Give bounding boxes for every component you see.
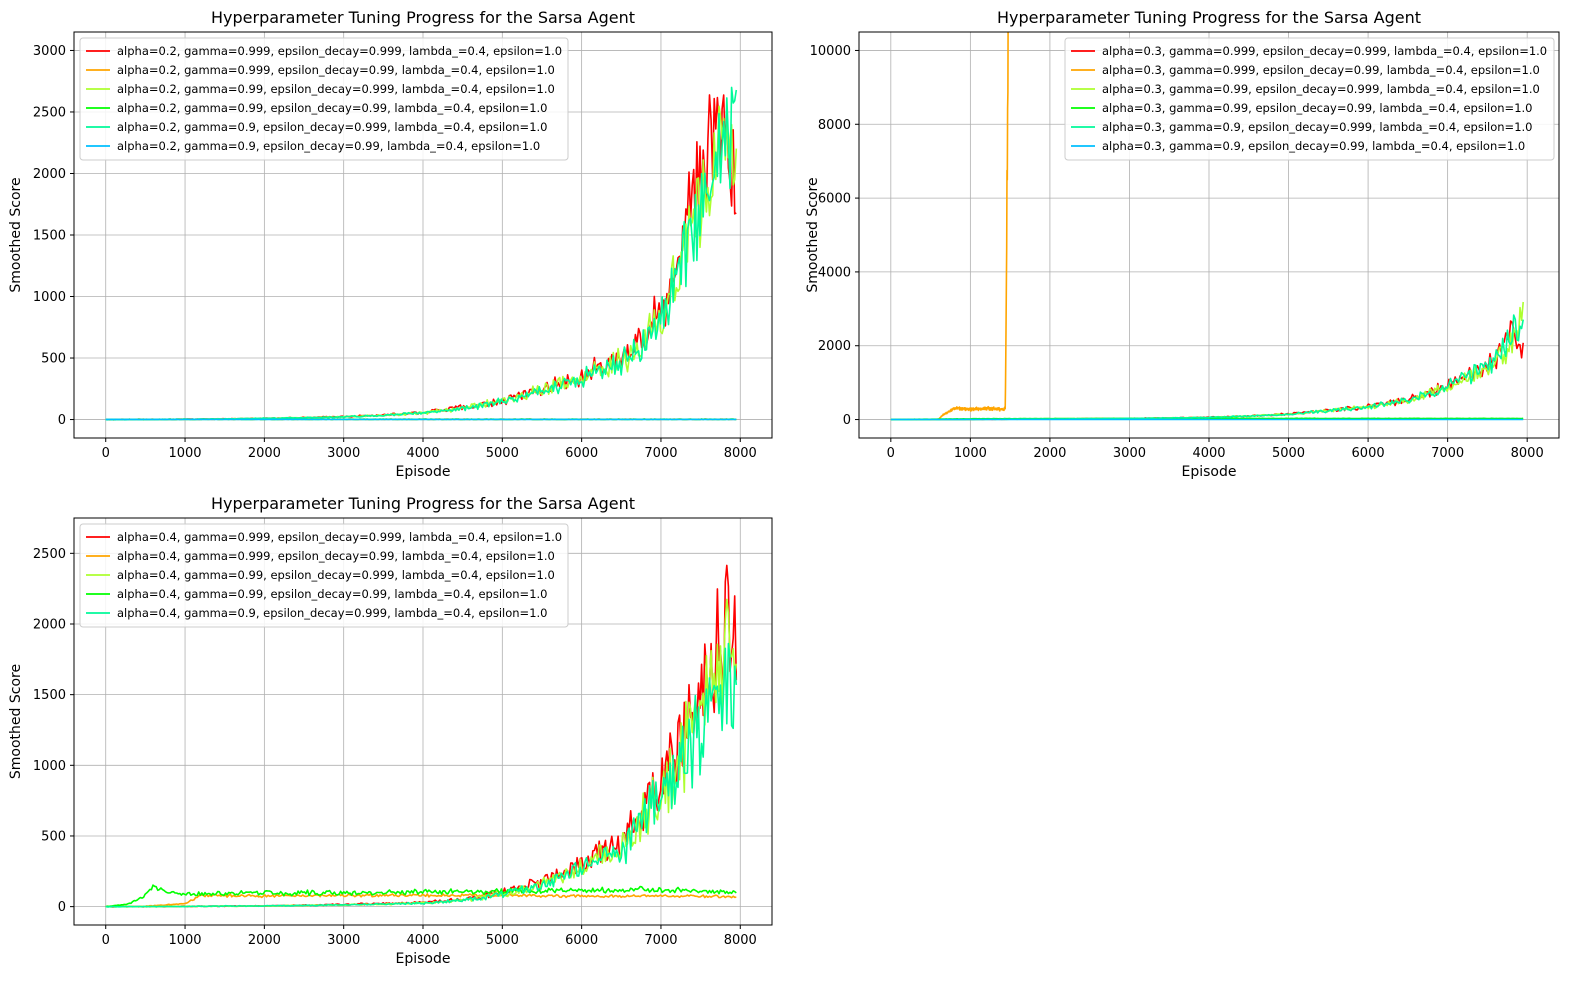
legend-label: alpha=0.4, gamma=0.9, epsilon_decay=0.99… xyxy=(117,606,547,620)
legend-box xyxy=(79,37,569,161)
chart-panel-3: 0 1000 2000 3000 4000 5000 6000 7000 8000 0 500 100… xyxy=(0,493,790,990)
x-tick-label: 3000 xyxy=(327,933,360,948)
y-tick-label: 4000 xyxy=(818,265,851,280)
chart-title: Hyperparameter Tuning Progress for the S… xyxy=(997,8,1421,27)
series-line-5 xyxy=(105,642,738,908)
legend-label: alpha=0.3, gamma=0.99, epsilon_decay=0.9… xyxy=(1102,101,1532,115)
series-line-2 xyxy=(105,893,737,908)
x-tick-label: 1000 xyxy=(954,446,987,461)
x-tick-label: 8000 xyxy=(724,933,757,948)
y-axis-label: Smoothed Score xyxy=(8,664,24,779)
legend-label: alpha=0.4, gamma=0.999, epsilon_decay=0.… xyxy=(117,530,562,544)
x-tick-label: 0 xyxy=(887,446,895,461)
series-line-5 xyxy=(890,314,1524,421)
chart-panel-2: 0 1000 2000 3000 4000 5000 6000 7000 8000 0 2000 40… xyxy=(797,0,1589,495)
y-axis-label: Smoothed Score xyxy=(8,177,24,292)
x-axis-label: Episode xyxy=(396,951,451,967)
legend-box xyxy=(1064,37,1555,161)
legend: alpha=0.3, gamma=0.999, epsilon_decay=0.… xyxy=(1064,37,1555,161)
legend-label: alpha=0.2, gamma=0.9, epsilon_decay=0.99… xyxy=(117,120,547,134)
legend-label: alpha=0.3, gamma=0.999, epsilon_decay=0.… xyxy=(1102,63,1540,77)
plot-area xyxy=(890,32,1524,421)
x-tick-label: 3000 xyxy=(1113,446,1146,461)
y-tick-label: 3000 xyxy=(33,44,66,59)
chart-title: Hyperparameter Tuning Progress for the S… xyxy=(211,8,635,27)
y-tick-label: 10000 xyxy=(810,44,851,59)
y-tick-label: 1000 xyxy=(33,290,66,305)
x-tick-label: 5000 xyxy=(486,446,519,461)
legend-label: alpha=0.3, gamma=0.9, epsilon_decay=0.99… xyxy=(1102,120,1532,134)
x-tick-label: 7000 xyxy=(644,446,677,461)
y-tick-label: 500 xyxy=(41,829,66,844)
y-tick-label: 1000 xyxy=(33,759,66,774)
x-tick-label: 7000 xyxy=(644,933,677,948)
y-tick-label: 2500 xyxy=(33,105,66,120)
x-tick-label: 6000 xyxy=(565,933,598,948)
x-tick-label: 1000 xyxy=(168,446,201,461)
legend-label: alpha=0.2, gamma=0.9, epsilon_decay=0.99… xyxy=(117,139,540,153)
legend: alpha=0.2, gamma=0.999, epsilon_decay=0.… xyxy=(79,37,569,161)
x-tick-label: 6000 xyxy=(565,446,598,461)
chart-1-svg: 0 1000 2000 3000 4000 5000 6000 7000 8000 0 500 100… xyxy=(8,8,773,480)
x-tick-label: 4000 xyxy=(406,446,439,461)
y-tick-label: 0 xyxy=(58,900,66,915)
x-tick-label: 5000 xyxy=(1272,446,1305,461)
y-tick-label: 2000 xyxy=(818,339,851,354)
legend-label: alpha=0.2, gamma=0.99, epsilon_decay=0.9… xyxy=(117,82,555,96)
y-axis-label: Smoothed Score xyxy=(805,177,821,292)
x-tick-label: 5000 xyxy=(486,933,519,948)
chart-panel-1: 0 1000 2000 3000 4000 5000 6000 7000 8000 0 500 100… xyxy=(0,0,790,495)
chart-2-svg: 0 1000 2000 3000 4000 5000 6000 7000 8000 0 2000 40… xyxy=(805,8,1560,480)
y-tick-label: 8000 xyxy=(818,118,851,133)
plot-area xyxy=(105,86,738,421)
legend-label: alpha=0.3, gamma=0.9, epsilon_decay=0.99… xyxy=(1102,139,1525,153)
y-tick-label: 500 xyxy=(41,352,66,367)
legend-label: alpha=0.2, gamma=0.999, epsilon_decay=0.… xyxy=(117,63,555,77)
y-tick-label: 1500 xyxy=(33,229,66,244)
legend-label: alpha=0.4, gamma=0.99, epsilon_decay=0.9… xyxy=(117,568,555,582)
x-axis-label: Episode xyxy=(1182,464,1237,480)
x-tick-label: 6000 xyxy=(1352,446,1385,461)
y-tick-label: 2000 xyxy=(33,617,66,632)
y-tick-label: 2000 xyxy=(33,167,66,182)
legend-label: alpha=0.3, gamma=0.99, epsilon_decay=0.9… xyxy=(1102,82,1540,96)
y-tick-label: 0 xyxy=(843,413,851,428)
x-tick-label: 2000 xyxy=(248,933,281,948)
legend-box xyxy=(79,523,569,628)
x-tick-label: 0 xyxy=(102,446,110,461)
y-tick-label: 0 xyxy=(58,413,66,428)
x-tick-label: 8000 xyxy=(1511,446,1544,461)
x-tick-label: 0 xyxy=(102,933,110,948)
x-tick-label: 3000 xyxy=(327,446,360,461)
legend: alpha=0.4, gamma=0.999, epsilon_decay=0.… xyxy=(79,523,569,628)
series-line-2 xyxy=(890,32,1009,421)
series-line-4 xyxy=(105,884,737,908)
legend-label: alpha=0.3, gamma=0.999, epsilon_decay=0.… xyxy=(1102,44,1547,58)
y-tick-label: 2500 xyxy=(33,547,66,562)
legend-label: alpha=0.4, gamma=0.999, epsilon_decay=0.… xyxy=(117,549,555,563)
x-tick-label: 4000 xyxy=(1192,446,1225,461)
series-line-1 xyxy=(890,320,1524,421)
chart-title: Hyperparameter Tuning Progress for the S… xyxy=(211,494,635,513)
x-tick-label: 4000 xyxy=(406,933,439,948)
y-tick-label: 1500 xyxy=(33,688,66,703)
x-tick-label: 7000 xyxy=(1431,446,1464,461)
x-tick-label: 1000 xyxy=(168,933,201,948)
x-tick-label: 2000 xyxy=(1033,446,1066,461)
legend-label: alpha=0.4, gamma=0.99, epsilon_decay=0.9… xyxy=(117,587,547,601)
plot-area xyxy=(105,564,738,908)
x-tick-label: 8000 xyxy=(724,446,757,461)
x-axis-label: Episode xyxy=(396,464,451,480)
legend-label: alpha=0.2, gamma=0.999, epsilon_decay=0.… xyxy=(117,44,562,58)
legend-label: alpha=0.2, gamma=0.99, epsilon_decay=0.9… xyxy=(117,101,547,115)
chart-3-svg: 0 1000 2000 3000 4000 5000 6000 7000 8000 0 500 100… xyxy=(8,494,773,967)
series-line-3 xyxy=(890,301,1524,421)
series-line-3 xyxy=(105,598,738,908)
x-tick-label: 2000 xyxy=(248,446,281,461)
y-tick-label: 6000 xyxy=(818,192,851,207)
